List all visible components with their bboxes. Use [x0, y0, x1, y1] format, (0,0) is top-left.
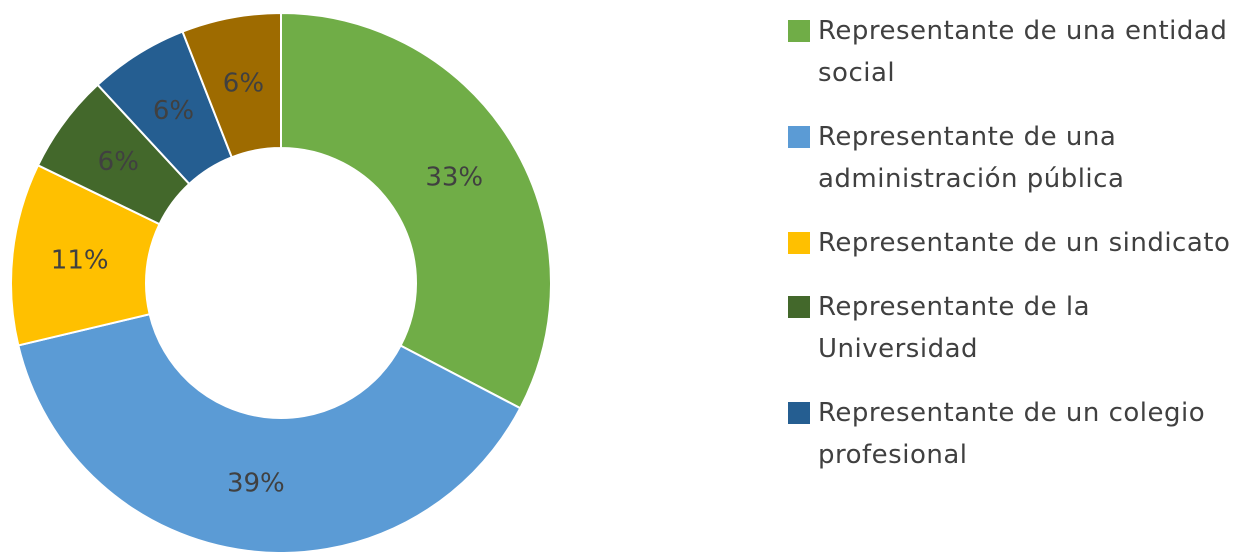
legend-label: Representante de una administración públ…: [818, 122, 1125, 194]
data-label: 6%: [98, 147, 139, 177]
legend-item: Representante de un colegio profesional: [788, 392, 1258, 476]
legend-label: Representante de la Universidad: [818, 292, 1091, 364]
donut-slice: [17, 313, 522, 552]
legend-swatch: [788, 232, 810, 254]
legend-swatch: [788, 126, 810, 148]
legend-label: Representante de un colegio profesional: [818, 398, 1206, 470]
data-label: 39%: [227, 468, 285, 498]
legend-item: Representante de la Universidad: [788, 286, 1258, 370]
legend: Representante de una entidad social Repre…: [788, 10, 1258, 498]
legend-swatch: [788, 296, 810, 318]
data-label: 33%: [425, 163, 483, 193]
legend-label: Representante de una entidad social: [818, 16, 1228, 88]
data-label: 6%: [223, 69, 264, 99]
data-label: 6%: [153, 96, 194, 126]
legend-item: Representante de una administración públ…: [788, 116, 1258, 200]
legend-item: Representante de una entidad social: [788, 10, 1258, 94]
donut-slice: [280, 11, 552, 410]
donut-slice: [181, 11, 282, 159]
data-label: 11%: [51, 245, 109, 275]
legend-label: Representante de un sindicato: [818, 228, 1231, 258]
chart: 33% 39% 11% 6% 6% 6%: [10, 11, 552, 552]
legend-item: Representante de un sindicato: [788, 222, 1258, 264]
legend-swatch: [788, 20, 810, 42]
legend-swatch: [788, 402, 810, 424]
